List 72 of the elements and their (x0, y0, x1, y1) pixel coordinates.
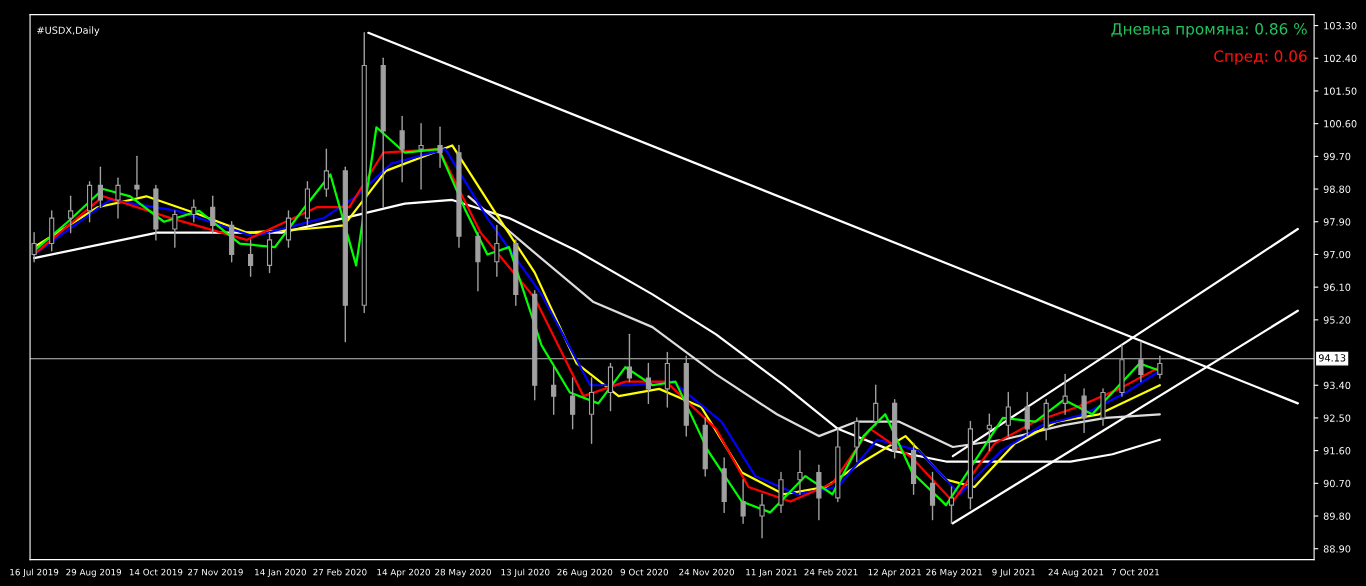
y-tick-label: 96.10 (1323, 283, 1351, 291)
text: #USDX,Daily (37, 26, 100, 36)
x-tick-label: 24 Feb 2021 (804, 568, 858, 576)
candlestick (285, 210, 292, 248)
candlestick (248, 239, 254, 277)
y-tick-label: 103.30 (1324, 22, 1357, 30)
candlestick (134, 155, 140, 198)
x-tick-label: 16 Jul 2019 (10, 568, 59, 578)
candlestick (1138, 340, 1144, 383)
candlestick (551, 366, 557, 415)
y-tick-label: 88.90 (1323, 545, 1351, 553)
x-tick-label: 11 Jan 2021 (746, 568, 797, 578)
candlestick (1081, 388, 1087, 434)
y-tick-label: 95.20 (1323, 316, 1351, 324)
x-tick-label: 9 Oct 2020 (620, 568, 669, 576)
candlestick (929, 471, 936, 521)
y-tick-label: 90.70 (1323, 479, 1351, 488)
candlestick (626, 333, 633, 383)
candlestick (645, 362, 651, 405)
candlestick (68, 195, 74, 234)
annotation: Дневна промяна: 0.86 % (1111, 23, 1307, 38)
line-series (467, 195, 1161, 449)
y-tick-label: 91.60 (1323, 447, 1351, 455)
y-tick-label: 101.50 (1324, 87, 1357, 95)
candlestick (797, 449, 803, 495)
candlestick (570, 377, 576, 430)
y-tick-label: 92.50 (1323, 414, 1351, 422)
candlestick (494, 224, 500, 277)
x-tick-label: 28 May 2020 (435, 568, 491, 578)
candlestick (399, 115, 405, 183)
candlestick (948, 486, 955, 524)
ref-line-label: 94.13 (1318, 354, 1346, 362)
candlestick (115, 177, 121, 219)
x-tick-label: 7 Oct 2021 (1111, 568, 1159, 576)
x-tick-label: 14 Jan 2020 (255, 568, 307, 578)
candlestick (323, 148, 329, 198)
y-tick-label: 102.40 (1324, 54, 1357, 63)
y-tick-label: 99.70 (1323, 152, 1351, 161)
x-tick-label: 14 Oct 2019 (129, 568, 183, 576)
candlestick (873, 384, 879, 426)
candlestick (759, 493, 765, 539)
x-tick-label: 26 May 2021 (926, 568, 982, 578)
y-tick-label: 97.00 (1323, 250, 1351, 259)
x-tick-label: 26 Aug 2020 (557, 568, 613, 578)
candlestick (172, 210, 178, 248)
candlestick (191, 199, 197, 223)
candlestick (1005, 391, 1011, 437)
x-tick-label: 14 Apr 2020 (377, 568, 430, 578)
candlestick (97, 166, 103, 208)
y-tick-label: 98.80 (1323, 185, 1351, 193)
candlestick (1157, 355, 1163, 379)
candlestick (210, 195, 216, 234)
candlestick (740, 479, 746, 524)
x-tick-label: 12 Apr 2021 (868, 568, 921, 578)
x-tick-label: 13 Jul 2020 (501, 568, 550, 578)
y-tick-label: 97.90 (1323, 218, 1351, 226)
y-tick-label: 100.60 (1324, 120, 1357, 128)
y-tick-label: 93.40 (1323, 381, 1351, 390)
candlestick (418, 122, 424, 190)
y-tick-label: 89.80 (1323, 512, 1351, 520)
candlestick (1062, 373, 1068, 415)
candlestick (1024, 391, 1030, 437)
x-tick-label: 9 Jul 2021 (992, 568, 1035, 578)
x-tick-label: 24 Nov 2020 (679, 568, 735, 576)
x-tick-label: 27 Feb 2020 (313, 568, 367, 576)
candlestick (588, 377, 595, 445)
annotation: Спред: 0.06 (1214, 50, 1307, 65)
x-tick-label: 29 Aug 2019 (66, 568, 122, 578)
candlestick (31, 231, 37, 263)
x-tick-label: 27 Nov 2019 (188, 568, 243, 576)
candlestick (437, 126, 443, 168)
x-tick-label: 24 Aug 2021 (1048, 568, 1104, 578)
